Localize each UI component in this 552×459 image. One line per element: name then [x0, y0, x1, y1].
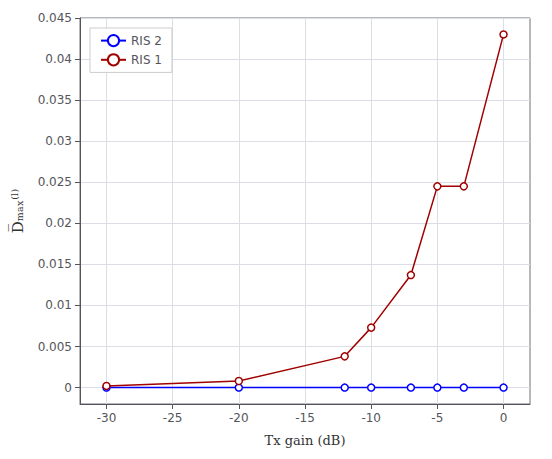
svg-text:-15: -15 — [295, 411, 315, 425]
svg-text:0.025: 0.025 — [38, 175, 72, 189]
svg-text:RIS 2: RIS 2 — [131, 34, 162, 48]
svg-text:0.03: 0.03 — [45, 134, 72, 148]
svg-text:0.035: 0.035 — [38, 93, 72, 107]
svg-text:0.005: 0.005 — [38, 340, 72, 354]
svg-text:0.015: 0.015 — [38, 257, 72, 271]
svg-text:Tx gain (dB): Tx gain (dB) — [265, 433, 346, 448]
svg-text:0: 0 — [500, 411, 508, 425]
svg-text:0.01: 0.01 — [45, 298, 72, 312]
svg-text:-20: -20 — [229, 411, 249, 425]
svg-text:D̅ₘₐₓ⁽ˡ⁾: D̅ₘₐₓ⁽ˡ⁾ — [8, 189, 27, 233]
svg-text:-5: -5 — [431, 411, 443, 425]
svg-text:0: 0 — [64, 381, 72, 395]
svg-text:0.045: 0.045 — [38, 11, 72, 25]
svg-text:RIS 1: RIS 1 — [131, 53, 162, 67]
svg-text:0.04: 0.04 — [45, 52, 72, 66]
svg-text:-10: -10 — [361, 411, 381, 425]
svg-text:-25: -25 — [163, 411, 183, 425]
svg-text:0.02: 0.02 — [45, 216, 72, 230]
svg-text:-30: -30 — [97, 411, 117, 425]
